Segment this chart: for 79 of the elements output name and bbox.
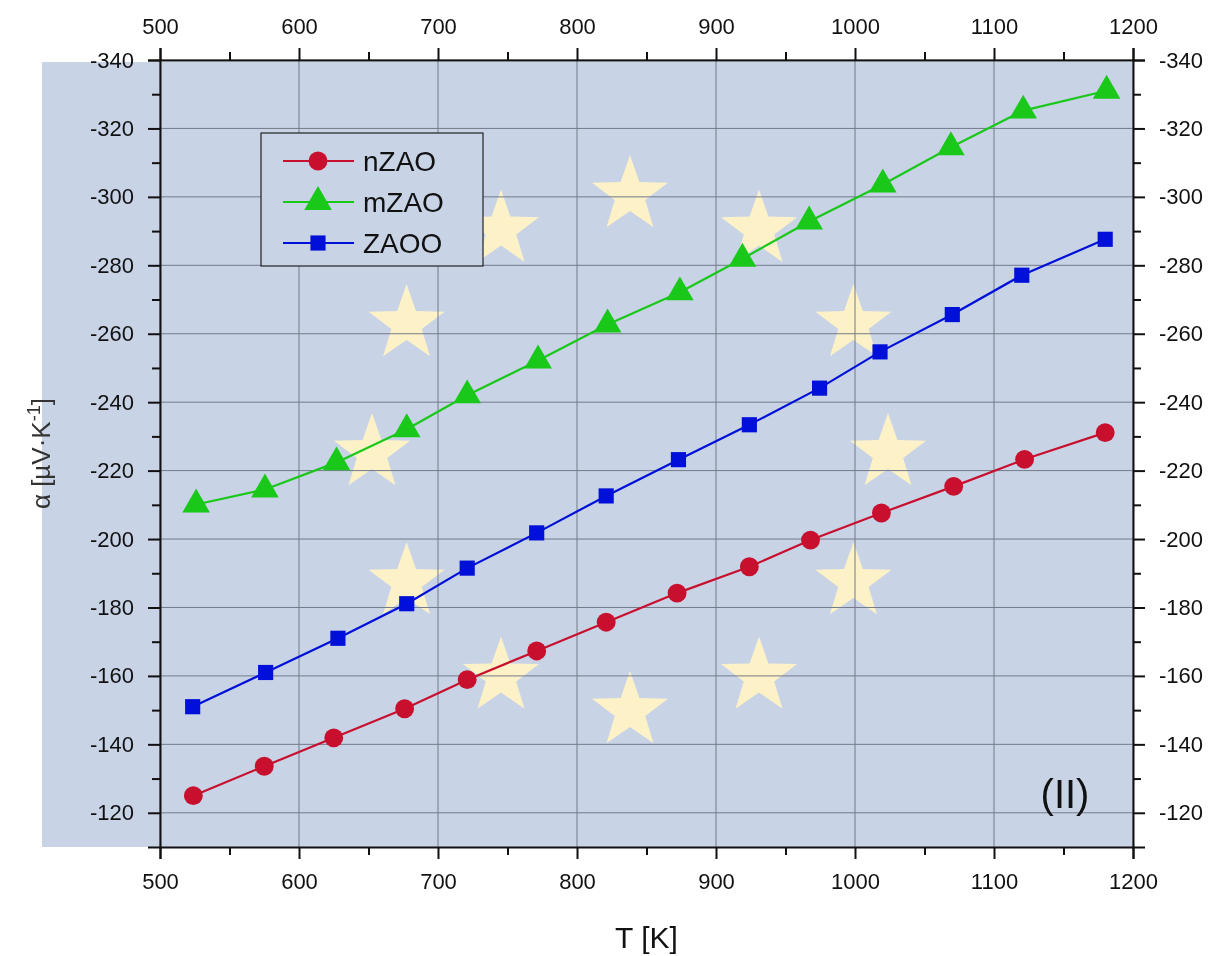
x2-tick-label: 1000 [831,868,880,894]
y-tick-label: -240 [89,389,134,415]
y-tick-label: -300 [89,184,134,210]
point [739,557,759,577]
point [593,308,622,333]
y2-tick-label: -200 [1159,526,1204,552]
point [596,612,616,632]
point [795,205,823,230]
x2-tick-label: 500 [142,868,179,894]
x-tick-label: 600 [281,14,318,39]
x2-tick-label: 1200 [1109,868,1158,894]
y2-tick-label: -280 [1159,252,1204,278]
x-axis-title: T [K] [615,921,678,954]
point [183,786,203,806]
point [801,530,820,550]
y2-tick-label: -320 [1159,115,1204,141]
y-tick-label: -160 [89,663,134,689]
point [1009,94,1037,119]
x2-tick-label: 600 [281,868,318,894]
point [330,630,346,646]
x-tick-label: 1100 [970,14,1019,39]
point [741,417,757,433]
point [324,728,344,748]
x2-tick-label: 700 [420,868,457,894]
point [1015,449,1035,469]
point [871,503,891,523]
y2-tick-label: -300 [1159,184,1204,210]
x2-tick-label: 1100 [970,868,1019,894]
point [944,476,964,496]
x-tick-label: 800 [559,14,596,39]
point [527,641,547,661]
y2-tick-label: -140 [1159,731,1204,757]
point [258,664,274,681]
point [399,596,415,612]
point [457,670,477,690]
point [811,380,828,396]
x-tick-label: 1200 [1109,14,1158,39]
y-tick-label: -260 [89,321,134,347]
point [598,488,614,504]
legend-label: mZAO [363,186,444,218]
point [459,560,475,576]
point [395,699,415,719]
y2-tick-label: -180 [1159,595,1204,621]
y2-tick-label: -240 [1159,389,1204,415]
x-tick-label: 500 [142,14,179,39]
y-tick-label: -220 [89,458,134,484]
point [529,525,545,541]
y-tick-label: -120 [89,800,134,826]
y2-tick-label: -160 [1159,663,1204,689]
point [453,379,481,404]
point [670,452,687,468]
y2-tick-label: -220 [1159,458,1204,484]
x-tick-label: 700 [420,14,457,39]
point [937,131,965,156]
y2-tick-label: -340 [1159,47,1204,73]
legend-label: nZAO [363,145,437,177]
x-tick-label: 1000 [831,14,880,39]
x-tick-label: 900 [698,14,735,39]
point [254,756,274,776]
y2-tick-label: -120 [1159,800,1204,826]
x2-tick-label: 900 [698,868,735,894]
point [1095,423,1115,443]
y-tick-label: -320 [89,115,134,141]
point [666,276,694,301]
point [185,699,201,715]
point [869,168,897,193]
y-tick-label: -280 [89,252,134,278]
y-tick-label: -200 [89,526,134,552]
y-tick-label: -140 [89,731,134,757]
point [524,344,552,369]
x2-tick-label: 800 [559,868,596,894]
y2-tick-label: -260 [1159,321,1204,347]
y-tick-label: -180 [89,595,134,621]
legend-label: ZAOO [363,227,443,259]
point [1092,74,1121,99]
y-tick-label: -340 [89,47,134,73]
point [667,583,687,603]
annotation: (II) [1040,772,1090,816]
point [728,242,757,267]
